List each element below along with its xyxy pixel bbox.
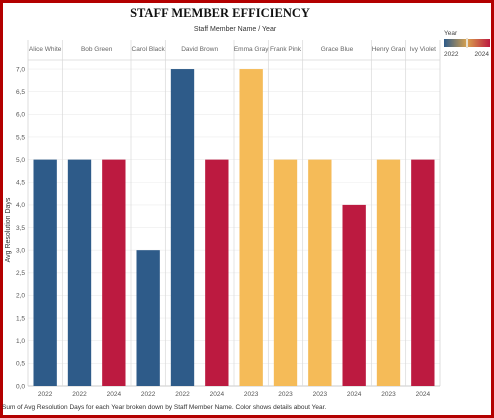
- y-tick-label: 6,5: [16, 89, 25, 96]
- x-year-label: 2024: [347, 391, 362, 398]
- y-tick-label: 5,0: [16, 157, 25, 164]
- y-tick-label: 4,0: [16, 202, 25, 209]
- y-tick-label: 4,5: [16, 180, 25, 187]
- x-year-label: 2022: [72, 391, 87, 398]
- bar-grace-blue-2023: [308, 159, 332, 386]
- staff-name-label: Carol Black: [132, 46, 166, 53]
- x-year-label: 2023: [313, 391, 328, 398]
- x-year-label: 2024: [416, 391, 431, 398]
- grid-layer: [27, 40, 441, 387]
- y-tick-label: 7,0: [16, 66, 25, 73]
- bar-david-brown-2022: [170, 69, 195, 387]
- x-year-label: 2023: [244, 391, 259, 398]
- staff-name-label: Henry Gran: [372, 46, 406, 53]
- x-year-label: 2022: [141, 391, 156, 398]
- x-year-label: 2022: [175, 391, 190, 398]
- legend-title: Year: [444, 30, 458, 37]
- staff-name-label: Frank Pink: [270, 46, 302, 53]
- chart-caption: Sum of Avg Resolution Days for each Year…: [2, 404, 327, 411]
- y-tick-label: 5,5: [16, 134, 25, 141]
- column-header-title: Staff Member Name / Year: [193, 26, 277, 33]
- x-year-label: 2023: [381, 391, 396, 398]
- bar-alice-white-2022: [33, 159, 57, 386]
- y-axis-label: Avg Resolution Days: [5, 197, 12, 262]
- y-tick-label: 2,5: [16, 270, 25, 277]
- legend-max: 2024: [475, 51, 490, 58]
- staff-name-label: Grace Blue: [321, 46, 354, 53]
- bar-henry-gran-2023: [376, 159, 401, 386]
- bar-david-brown-2024: [205, 159, 229, 386]
- x-year-label: 2024: [107, 391, 122, 398]
- staff-name-label: Ivy Violet: [410, 46, 436, 53]
- bar-emma-gray-2023: [239, 69, 263, 387]
- y-tick-label: 2,0: [16, 293, 25, 300]
- bar-ivy-violet-2024: [411, 159, 435, 386]
- x-year-label: 2024: [210, 391, 225, 398]
- bar-carol-black-2022: [136, 250, 160, 386]
- bar-bob-green-2022: [67, 159, 92, 386]
- y-tick-label: 0,0: [16, 383, 25, 390]
- legend-min: 2022: [444, 51, 459, 58]
- y-tick-label: 1,0: [16, 338, 25, 345]
- y-tick-label: 3,5: [16, 225, 25, 232]
- y-tick-label: 0,5: [16, 361, 25, 368]
- y-tick-label: 6,0: [16, 112, 25, 119]
- chart-title: STAFF MEMBER EFFICIENCY: [130, 6, 310, 20]
- label-layer: 0,0 0,5 1,0 1,5 2,0 2,5 3,0 3,5 4,0 4,5 5,0 5,5 6,0 6…: [16, 46, 436, 398]
- staff-name-label: Bob Green: [81, 46, 113, 53]
- staff-name-label: Emma Gray: [234, 46, 269, 53]
- bar-grace-blue-2024: [342, 204, 366, 386]
- x-year-label: 2022: [38, 391, 53, 398]
- x-year-label: 2023: [278, 391, 293, 398]
- legend-marker: [466, 38, 468, 48]
- y-tick-label: 3,0: [16, 247, 25, 254]
- bar-layer: [33, 69, 435, 387]
- y-tick-label: 1,5: [16, 315, 25, 322]
- color-legend: Year 2022 2024: [444, 30, 490, 58]
- staff-name-label: David Brown: [181, 46, 218, 53]
- staff-name-label: Alice White: [29, 46, 62, 53]
- bar-frank-pink-2023: [273, 159, 298, 386]
- bar-bob-green-2024: [102, 159, 126, 386]
